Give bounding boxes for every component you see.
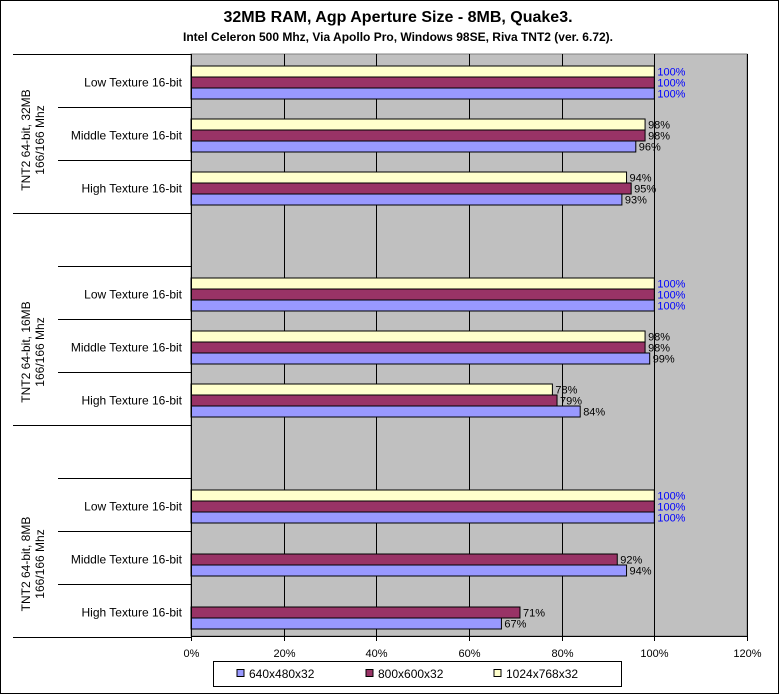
bar [190,606,521,619]
bar [190,352,651,365]
group-label-line: TNT2 64-bit, 16MB [19,301,33,402]
category-label: High Texture 16-bit [82,182,183,196]
category-label: Low Texture 16-bit [84,76,183,90]
x-tick-label: 40% [365,648,387,660]
bar [190,118,646,131]
bar [190,511,655,524]
category-label: Middle Texture 16-bit [71,341,183,355]
data-label: 100% [657,301,685,313]
category-label: High Texture 16-bit [82,394,183,408]
data-label: 99% [653,354,675,366]
data-label: 100% [657,290,685,302]
bar [190,553,618,566]
bar [190,617,502,630]
bar [190,299,655,312]
group-label-line: TNT2 64-bit, 8MB [19,517,33,612]
bar [190,405,581,418]
chart-subtitle: Intel Celeron 500 Mhz, Via Apollo Pro, W… [183,30,613,44]
bar [190,87,655,100]
bar [190,76,655,89]
bar [190,140,637,153]
data-label: 100% [657,513,685,525]
category-label: Low Texture 16-bit [84,288,183,302]
x-tick-label: 0% [184,648,200,660]
data-label: 93% [625,195,647,207]
bar [190,171,628,184]
bar [190,500,655,513]
data-label: 98% [648,343,670,355]
bar [190,193,623,206]
bar [190,394,558,407]
bar [190,330,646,343]
data-label: 98% [648,131,670,143]
data-label: 100% [657,502,685,514]
bar [190,383,553,396]
data-label: 100% [657,491,685,503]
data-label: 79% [560,396,582,408]
data-label: 98% [648,120,670,132]
data-label: 67% [504,619,526,631]
data-label: 96% [639,142,661,154]
x-tick-label: 100% [640,648,668,660]
data-label: 84% [583,407,605,419]
x-tick-label: 80% [551,648,573,660]
bar [190,129,646,142]
data-label: 100% [657,78,685,90]
chart-title: 32MB RAM, Agp Aperture Size - 8MB, Quake… [223,9,572,26]
legend-label: 800x600x32 [378,667,444,681]
group-label: TNT2 64-bit, 32MB166/166 Mhz [19,89,47,190]
data-label: 100% [657,279,685,291]
bar [190,65,655,78]
data-label: 71% [523,608,545,620]
data-label: 100% [657,89,685,101]
bar [190,489,655,502]
legend-swatch [493,669,502,677]
legend-label: 640x480x32 [249,667,315,681]
data-label: 100% [657,67,685,79]
legend-swatch [236,669,245,677]
x-tick-label: 120% [733,648,761,660]
bar [190,564,628,577]
category-label: Low Texture 16-bit [84,500,183,514]
group-label-line: 166/166 Mhz [33,105,47,174]
data-label: 94% [630,173,652,185]
group-label-line: TNT2 64-bit, 32MB [19,89,33,190]
bar [190,182,632,195]
category-label: High Texture 16-bit [82,606,183,620]
data-label: 92% [620,555,642,567]
legend-label: 1024x768x32 [506,667,578,681]
x-tick-label: 60% [458,648,480,660]
data-label: 95% [634,184,656,196]
data-label: 98% [648,332,670,344]
bar [190,277,655,290]
category-label: Middle Texture 16-bit [71,553,183,567]
group-label: TNT2 64-bit, 8MB166/166 Mhz [19,517,47,612]
legend [213,661,622,687]
group-label-line: 166/166 Mhz [33,317,47,386]
category-label: Middle Texture 16-bit [71,129,183,143]
data-label: 94% [630,566,652,578]
group-label: TNT2 64-bit, 16MB166/166 Mhz [19,301,47,402]
x-tick-label: 20% [273,648,295,660]
group-label-line: 166/166 Mhz [33,529,47,598]
bar [190,341,646,354]
data-label: 78% [555,385,577,397]
legend-swatch [365,669,374,677]
bar [190,288,655,301]
